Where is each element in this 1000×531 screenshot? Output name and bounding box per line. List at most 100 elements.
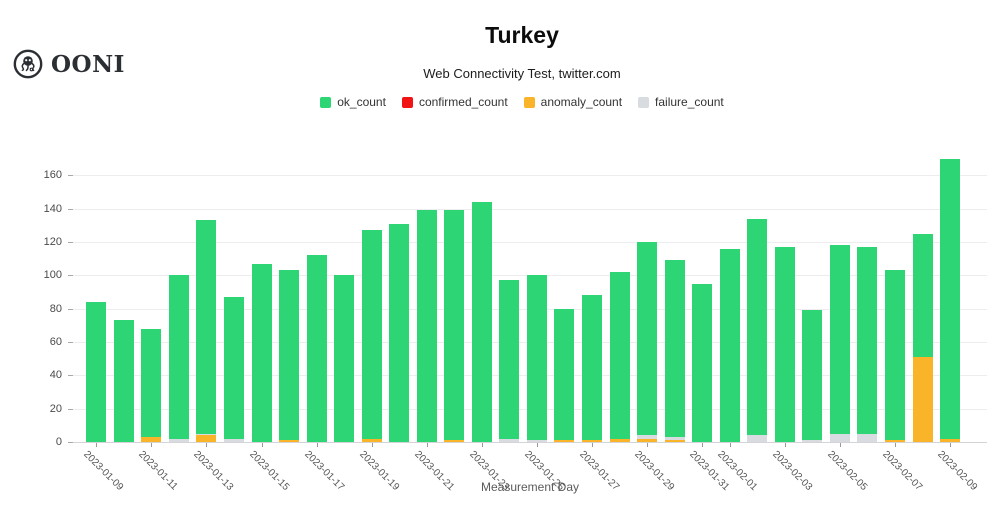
bar-2023-01-12[interactable] [168,275,189,442]
legend-item-failure_count[interactable]: failure_count [638,95,724,109]
bar-segment-ok_count [526,275,547,441]
bar-2023-01-14[interactable] [224,296,244,442]
x-axis-tick [839,443,841,447]
bar-2023-02-05[interactable] [829,245,850,442]
y-axis-label: 60 [49,335,62,348]
bar-2023-01-25[interactable] [526,275,547,442]
bar-2023-01-26[interactable] [554,308,575,442]
ooni-logo-text: OONI [51,50,125,78]
bar-segment-failure_count [802,440,823,442]
bar-2023-01-10[interactable] [113,320,134,442]
bar-segment-ok_count [389,223,410,442]
bar-segment-failure_count [637,435,658,439]
bar-2023-01-16[interactable] [279,270,300,442]
bar-segment-ok_count [940,158,961,439]
y-axis-label: 40 [49,369,62,382]
legend-item-ok_count[interactable]: ok_count [320,95,386,109]
bar-2023-02-08[interactable] [912,233,933,442]
bar-segment-anomaly_count [884,440,905,442]
bar-segment-ok_count [361,230,382,439]
bar-2023-01-20[interactable] [389,223,410,442]
bar-segment-ok_count [747,218,768,436]
bar-2023-01-28[interactable] [609,271,630,442]
legend-label: anomaly_count [540,95,623,109]
bar-segment-ok_count [884,270,905,441]
bar-segment-ok_count [251,263,272,442]
bar-segment-ok_count [168,275,189,439]
x-axis-tick [151,443,153,447]
bar-2023-02-03[interactable] [774,246,795,442]
legend-swatch-confirmed_count [401,96,413,108]
bar-2023-02-07[interactable] [884,270,905,442]
bar-segment-ok_count [86,301,107,442]
bar-segment-ok_count [664,260,685,437]
bar-segment-failure_count [168,438,189,442]
y-axis-label: 120 [43,235,62,248]
bar-segment-anomaly_count [196,435,217,442]
y-axis-tick [68,442,73,443]
bar-segment-ok_count [912,233,933,357]
x-axis-tick [592,443,594,447]
bar-segment-failure_count [499,438,520,442]
y-axis-tick [68,408,73,410]
bar-segment-failure_count [857,433,878,442]
bar-2023-01-30[interactable] [664,260,685,442]
legend-item-anomaly_count[interactable]: anomaly_count [523,95,623,109]
bar-2023-01-27[interactable] [582,295,603,442]
bar-segment-anomaly_count [141,436,162,442]
bar-segment-ok_count [692,283,713,442]
bar-2023-01-23[interactable] [471,201,492,442]
x-axis-tick [702,443,704,447]
x-axis-tick [261,443,263,447]
ooni-logo: OONI [12,48,125,80]
x-axis-tick [950,443,952,447]
bar-2023-02-09[interactable] [940,158,961,442]
bar-2023-01-29[interactable] [637,241,658,442]
bar-segment-ok_count [306,255,327,442]
bar-segment-ok_count [609,271,630,439]
bar-segment-anomaly_count [279,440,300,442]
y-axis-label: 140 [43,202,62,215]
legend: ok_count confirmed_count anomaly_count fail… [44,95,1000,109]
bar-segment-failure_count [224,438,244,442]
gridline-y-160 [73,175,987,177]
bar-segment-anomaly_count [637,438,658,442]
legend-item-confirmed_count[interactable]: confirmed_count [401,95,508,109]
bar-2023-01-17[interactable] [306,255,327,442]
bar-2023-02-02[interactable] [747,218,768,442]
bar-2023-01-15[interactable] [251,263,272,442]
bar-2023-01-11[interactable] [141,328,162,442]
x-axis-tick [426,443,428,447]
legend-label: ok_count [337,95,386,109]
chart-title: Turkey [485,22,559,48]
bar-segment-ok_count [637,241,658,436]
bar-segment-ok_count [113,320,134,442]
bar-2023-01-24[interactable] [499,280,520,442]
bar-2023-01-13[interactable] [196,220,217,442]
bar-segment-anomaly_count [940,438,961,442]
bar-segment-ok_count [499,280,520,439]
bar-2023-01-22[interactable] [444,210,465,442]
legend-label: confirmed_count [418,95,508,109]
bar-2023-01-18[interactable] [334,275,355,442]
bar-2023-01-19[interactable] [361,230,382,442]
x-axis-tick [206,443,208,447]
bar-segment-anomaly_count [444,440,465,442]
bar-segment-failure_count [526,440,547,442]
y-axis-label: 160 [43,169,62,182]
bar-segment-ok_count [224,296,244,439]
y-axis-tick [68,208,73,210]
x-axis-tick [729,443,731,447]
bar-segment-ok_count [582,295,603,441]
bar-2023-01-09[interactable] [86,301,107,442]
bar-2023-01-31[interactable] [692,283,713,442]
bar-2023-02-06[interactable] [857,246,878,442]
y-axis-label: 0 [55,436,62,448]
x-axis-tick [481,443,483,447]
bar-2023-01-21[interactable] [416,210,437,442]
bar-2023-02-01[interactable] [719,248,740,442]
x-axis-tick [316,443,318,447]
bar-2023-02-04[interactable] [802,310,823,442]
x-axis-line [73,442,987,443]
